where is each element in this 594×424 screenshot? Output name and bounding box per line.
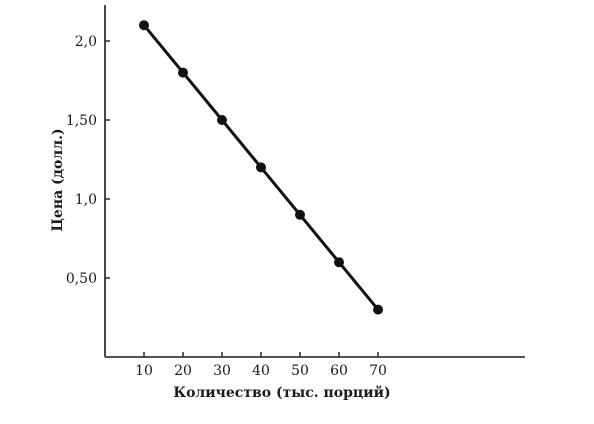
y-tick-label: 1,50 — [66, 113, 97, 129]
x-axis-ticks: 10 20 30 40 50 60 70 — [135, 352, 387, 379]
x-tick-label: 20 — [174, 363, 192, 379]
x-axis-label: Количество (тыс. порций) — [173, 384, 390, 401]
series-layer — [139, 20, 383, 315]
x-tick-label: 70 — [369, 363, 387, 379]
x-tick-label: 10 — [135, 363, 153, 379]
data-point — [217, 115, 227, 125]
x-tick-label: 60 — [330, 363, 348, 379]
data-point — [295, 209, 305, 220]
x-tick-label: 30 — [213, 363, 231, 379]
x-tick-label: 40 — [252, 363, 270, 379]
axes — [104, 5, 525, 358]
data-point — [139, 20, 149, 31]
x-tick-label: 50 — [291, 363, 309, 379]
y-axis-label: Цена (долл.) — [50, 128, 66, 231]
y-tick-label: 0,50 — [66, 271, 97, 287]
data-point — [256, 162, 266, 173]
y-tick-label: 2,0 — [75, 34, 97, 50]
y-axis-ticks: 0,50 1,0 1,50 2,0 — [66, 34, 110, 287]
data-point — [373, 304, 383, 315]
y-tick-label: 1,0 — [75, 192, 97, 208]
data-point — [334, 257, 344, 268]
data-point — [178, 67, 188, 78]
